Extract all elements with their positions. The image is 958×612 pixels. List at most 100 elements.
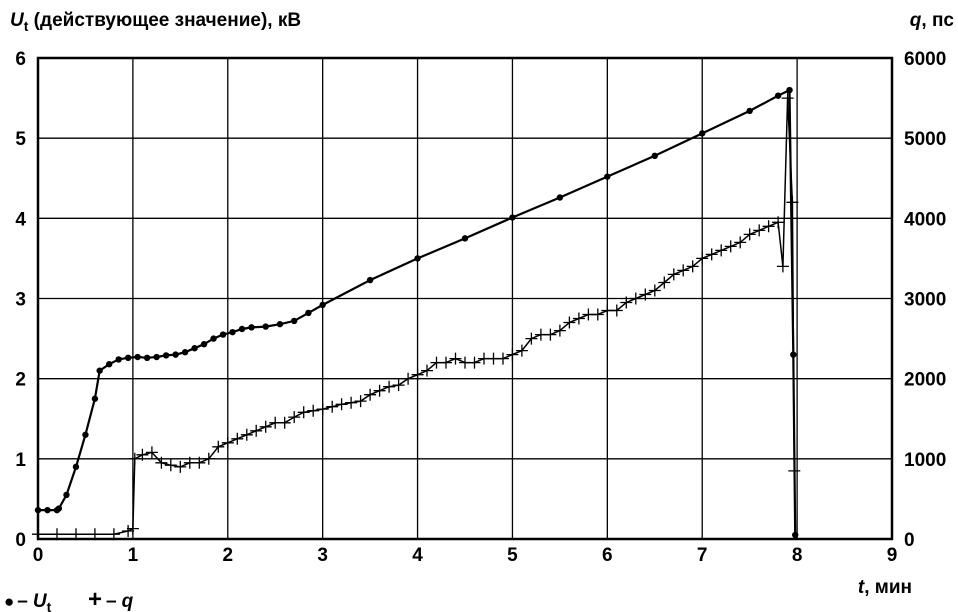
data-point: [219, 331, 227, 338]
data-point: [392, 379, 405, 392]
x-tick-label: 4: [412, 545, 423, 566]
y-left-tick-label: 2: [15, 370, 26, 391]
data-point: [468, 356, 481, 369]
data-point: [544, 328, 557, 341]
y-left-tick-label: 3: [15, 290, 26, 311]
data-point: [651, 152, 658, 160]
left-axis-title-symbol: U: [10, 10, 25, 31]
y-right-tick-label: 0: [904, 530, 915, 551]
data-point: [572, 312, 585, 325]
data-point: [44, 506, 51, 514]
series-line-u: [38, 88, 797, 536]
x-tick-label: 2: [222, 545, 233, 566]
data-point: [153, 353, 160, 361]
data-point: [72, 463, 80, 471]
data-point: [620, 296, 633, 309]
y-right-tick-label: 5000: [904, 129, 946, 150]
data-point: [143, 354, 151, 362]
data-point: [128, 452, 141, 465]
data-point: [145, 446, 158, 459]
data-point: [639, 288, 652, 301]
data-point: [724, 240, 737, 253]
data-point: [792, 531, 799, 539]
series-markers-u: [34, 86, 799, 539]
y-left-tick-label: 0: [15, 530, 26, 551]
data-point: [91, 395, 99, 402]
x-tick-label: 6: [602, 545, 613, 566]
x-tick-label: 9: [887, 545, 898, 566]
data-point: [402, 372, 415, 385]
data-point: [259, 420, 272, 433]
data-point: [88, 528, 101, 541]
y-left-tick-label: 6: [15, 49, 26, 70]
data-point: [440, 356, 452, 369]
data-point: [563, 316, 576, 329]
data-point: [648, 284, 661, 297]
data-point: [591, 308, 604, 321]
legend-series-name: U: [33, 591, 48, 612]
data-point: [629, 292, 642, 305]
data-point: [248, 324, 255, 331]
data-point: [212, 440, 225, 453]
data-point: [553, 324, 566, 337]
legend-dash: –: [106, 591, 117, 612]
data-point: [307, 404, 320, 417]
legend-entry-q: + – q: [88, 586, 134, 612]
plot-frame: [36, 56, 894, 541]
x-tick-label: 7: [697, 545, 708, 566]
data-point: [788, 464, 801, 477]
data-point: [250, 424, 263, 437]
data-point: [373, 384, 386, 397]
data-point: [107, 528, 120, 541]
data-point: [134, 353, 141, 361]
data-point: [699, 130, 706, 137]
data-point: [411, 368, 424, 381]
data-point: [231, 432, 244, 445]
data-point: [364, 388, 377, 401]
data-point: [705, 248, 718, 261]
data-point: [126, 522, 139, 535]
data-point: [658, 276, 671, 289]
data-point: [753, 224, 766, 237]
legend-series-subscript: t: [47, 599, 52, 612]
y-right-tick-label: 1000: [904, 450, 946, 471]
data-point: [288, 411, 301, 424]
legend-entry-u: ● – Ut: [4, 591, 52, 612]
y-left-tick-label: 5: [15, 129, 26, 150]
data-point: [345, 396, 358, 409]
left-axis-title: Ut (действующее значение), кВ: [10, 10, 301, 34]
data-point: [262, 323, 269, 330]
data-point: [96, 367, 103, 374]
data-point: [786, 86, 793, 94]
data-point: [200, 340, 208, 348]
data-point: [525, 332, 538, 345]
data-point: [383, 380, 396, 393]
data-point: [32, 528, 44, 541]
y-right-tick-label: 2000: [904, 370, 946, 391]
data-point: [515, 344, 528, 357]
data-point: [556, 194, 564, 201]
data-point: [115, 356, 122, 363]
data-point: [772, 216, 785, 229]
y-left-tick-label: 4: [15, 209, 26, 230]
data-point: [366, 276, 374, 284]
data-point: [240, 428, 253, 441]
data-point: [686, 260, 699, 273]
data-point: [291, 317, 298, 325]
data-point: [63, 491, 70, 499]
data-point: [335, 398, 348, 411]
x-tick-label: 8: [792, 545, 803, 566]
data-point: [305, 309, 312, 317]
data-point: [297, 406, 310, 419]
x-axis-title-symbol: t: [858, 577, 865, 598]
data-point: [124, 354, 132, 362]
right-axis-title-text: , пс: [921, 10, 954, 31]
data-point: [610, 304, 623, 317]
data-point: [191, 345, 198, 352]
data-point: [174, 460, 187, 473]
x-tick-label: 5: [507, 545, 518, 566]
data-point: [776, 260, 789, 273]
data-point: [509, 214, 516, 221]
